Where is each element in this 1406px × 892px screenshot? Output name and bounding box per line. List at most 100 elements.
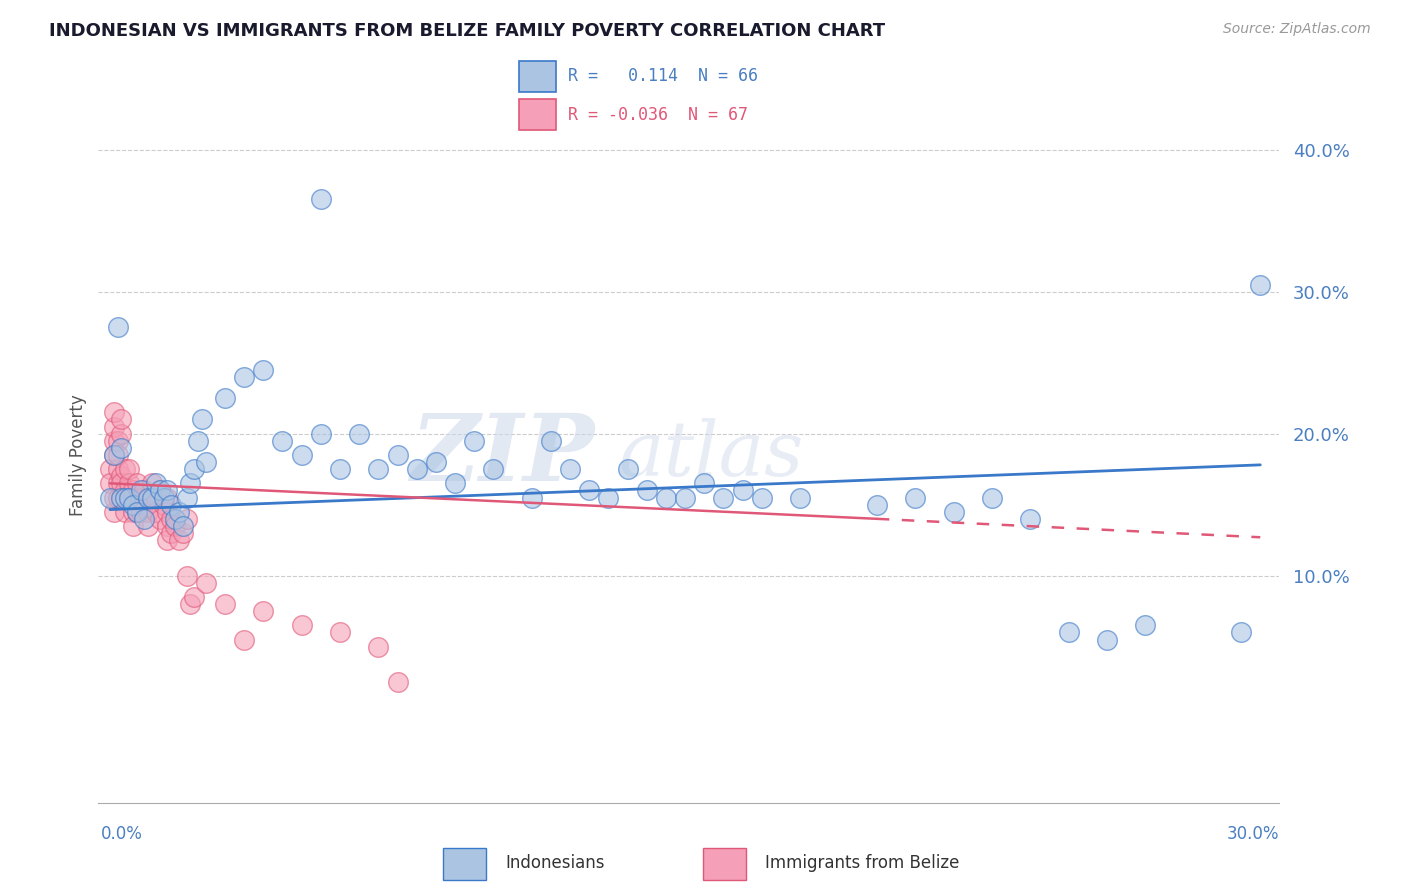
Point	[520, 491, 543, 505]
Point	[183, 462, 205, 476]
Point	[176, 491, 198, 505]
Point	[942, 505, 965, 519]
Point	[387, 675, 409, 690]
Point	[107, 448, 129, 462]
Point	[141, 491, 163, 505]
Point	[367, 462, 389, 476]
Point	[149, 512, 172, 526]
Point	[122, 505, 145, 519]
Point	[145, 505, 167, 519]
Text: INDONESIAN VS IMMIGRANTS FROM BELIZE FAMILY POVERTY CORRELATION CHART: INDONESIAN VS IMMIGRANTS FROM BELIZE FAM…	[49, 22, 886, 40]
Point	[167, 505, 190, 519]
Text: 0.0%: 0.0%	[101, 825, 143, 843]
Point	[309, 192, 332, 206]
Point	[141, 476, 163, 491]
Point	[616, 462, 638, 476]
Point	[172, 519, 194, 533]
Point	[114, 462, 136, 476]
Point	[673, 491, 696, 505]
Point	[463, 434, 485, 448]
Point	[141, 491, 163, 505]
Point	[156, 505, 179, 519]
Point	[125, 491, 148, 505]
Point	[179, 476, 201, 491]
Point	[291, 618, 314, 632]
Point	[103, 448, 125, 462]
Point	[118, 476, 141, 491]
Point	[125, 505, 148, 519]
Point	[540, 434, 562, 448]
Point	[347, 426, 370, 441]
Point	[329, 625, 352, 640]
Point	[122, 519, 145, 533]
Point	[1057, 625, 1080, 640]
Point	[98, 476, 121, 491]
Point	[110, 441, 132, 455]
Point	[110, 412, 132, 426]
Point	[103, 505, 125, 519]
Point	[134, 498, 156, 512]
Point	[1135, 618, 1157, 632]
Point	[110, 476, 132, 491]
Point	[160, 526, 183, 541]
Point	[152, 491, 174, 505]
Point	[129, 491, 152, 505]
Point	[107, 320, 129, 334]
Point	[118, 462, 141, 476]
Point	[125, 505, 148, 519]
Point	[904, 491, 927, 505]
Point	[98, 462, 121, 476]
Point	[598, 491, 620, 505]
Point	[156, 483, 179, 498]
Point	[122, 483, 145, 498]
Point	[176, 568, 198, 582]
Text: Indonesians: Indonesians	[505, 854, 605, 872]
Point	[118, 491, 141, 505]
Point	[172, 526, 194, 541]
Point	[191, 412, 214, 426]
Point	[152, 498, 174, 512]
Point	[122, 498, 145, 512]
Text: R =   0.114  N = 66: R = 0.114 N = 66	[568, 68, 758, 86]
Point	[149, 483, 172, 498]
Point	[731, 483, 754, 498]
Point	[125, 476, 148, 491]
Point	[122, 491, 145, 505]
Point	[693, 476, 716, 491]
Point	[145, 491, 167, 505]
Text: R = -0.036  N = 67: R = -0.036 N = 67	[568, 105, 748, 123]
Bar	[519, 99, 555, 130]
Point	[183, 590, 205, 604]
Point	[136, 519, 159, 533]
Point	[980, 491, 1002, 505]
Point	[145, 476, 167, 491]
Point	[160, 512, 183, 526]
Point	[1249, 277, 1271, 292]
Point	[713, 491, 735, 505]
Point	[252, 604, 274, 618]
Point	[179, 597, 201, 611]
Point	[156, 519, 179, 533]
Point	[129, 505, 152, 519]
Bar	[443, 848, 486, 880]
Bar	[703, 848, 747, 880]
Point	[114, 491, 136, 505]
Point	[107, 462, 129, 476]
Point	[118, 491, 141, 505]
Point	[136, 491, 159, 505]
Point	[866, 498, 889, 512]
Point	[136, 505, 159, 519]
Point	[425, 455, 447, 469]
Point	[233, 369, 256, 384]
Point	[103, 434, 125, 448]
Point	[103, 448, 125, 462]
Point	[98, 491, 121, 505]
Point	[110, 491, 132, 505]
Point	[107, 434, 129, 448]
Point	[252, 362, 274, 376]
Point	[110, 469, 132, 483]
Point	[194, 455, 217, 469]
Point	[114, 491, 136, 505]
Text: Immigrants from Belize: Immigrants from Belize	[765, 854, 959, 872]
Point	[160, 498, 183, 512]
